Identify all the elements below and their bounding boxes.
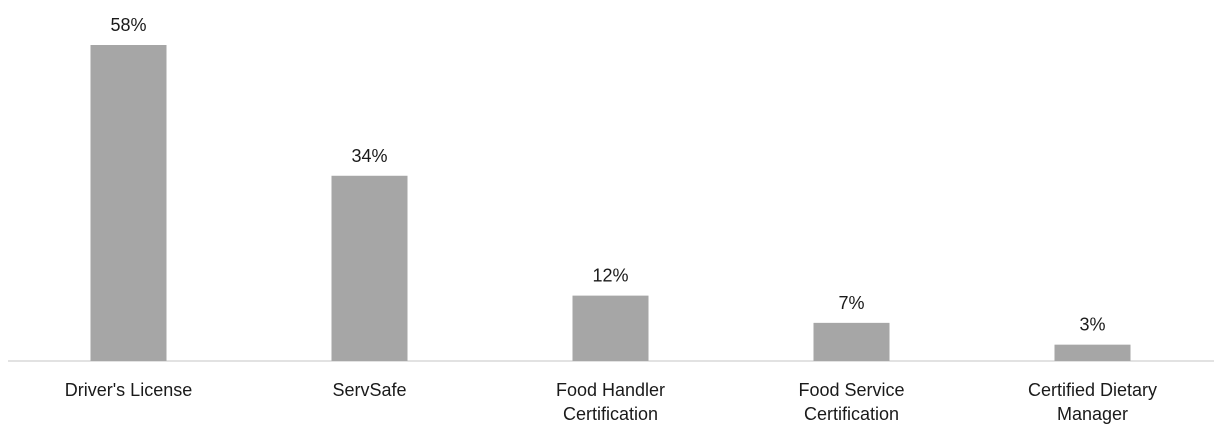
bar-3 — [813, 322, 890, 361]
category-label-0: Driver's License — [65, 380, 192, 400]
bar-4 — [1054, 344, 1131, 361]
category-label-3-line-0: Food Service — [798, 380, 904, 400]
category-label-4-line-1: Manager — [1057, 404, 1128, 424]
data-label-1: 34% — [351, 146, 387, 166]
category-labels: Driver's License ServSafe Food Handler Cert… — [65, 380, 1157, 424]
category-label-2-line-1: Certification — [563, 404, 658, 424]
category-label-3-line-1: Certification — [804, 404, 899, 424]
data-labels: 58% 34% 12% 7% 3% — [110, 15, 1105, 335]
category-label-2-line-0: Food Handler — [556, 380, 665, 400]
data-label-0: 58% — [110, 15, 146, 35]
data-label-3: 7% — [838, 293, 864, 313]
bar-0 — [90, 45, 167, 361]
bar-2 — [572, 295, 649, 361]
data-label-2: 12% — [592, 266, 628, 286]
data-label-4: 3% — [1079, 315, 1105, 335]
bars — [90, 45, 1131, 361]
category-label-1: ServSafe — [332, 380, 406, 400]
bar-1 — [331, 175, 408, 361]
category-label-4-line-0: Certified Dietary — [1028, 380, 1157, 400]
